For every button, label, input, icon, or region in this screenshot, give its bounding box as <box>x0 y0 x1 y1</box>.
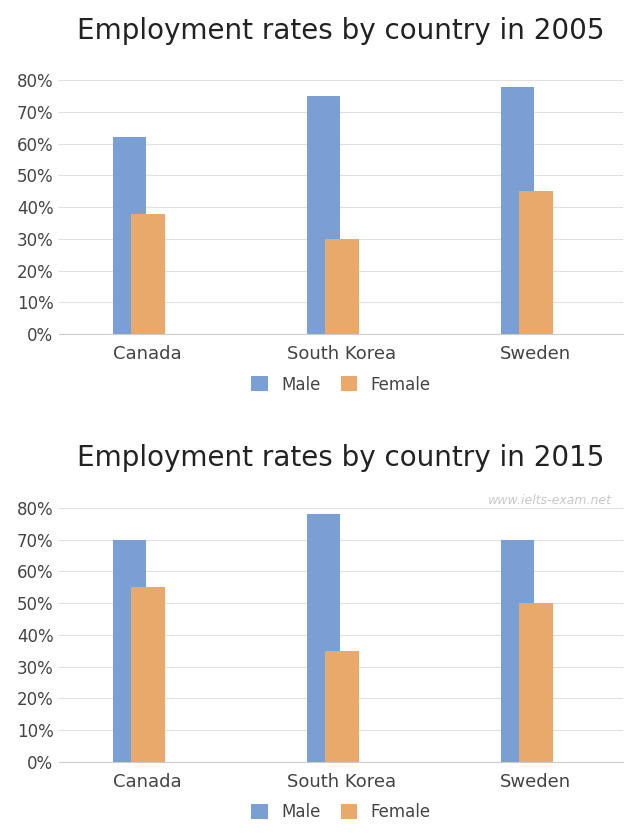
Bar <box>131 587 164 762</box>
Text: www.ielts-exam.net: www.ielts-exam.net <box>488 494 612 507</box>
Bar <box>131 213 164 334</box>
Bar <box>519 192 553 334</box>
Title: Employment rates by country in 2015: Employment rates by country in 2015 <box>77 444 605 472</box>
Title: Employment rates by country in 2005: Employment rates by country in 2005 <box>77 17 605 45</box>
Bar <box>113 539 147 762</box>
Bar <box>500 539 534 762</box>
Bar <box>113 138 147 334</box>
Legend: Male, Female: Male, Female <box>252 375 431 393</box>
Legend: Male, Female: Male, Female <box>252 803 431 822</box>
Bar <box>307 514 340 762</box>
Bar <box>519 603 553 762</box>
Bar <box>307 96 340 334</box>
Bar <box>500 87 534 334</box>
Bar <box>325 239 359 334</box>
Bar <box>325 651 359 762</box>
